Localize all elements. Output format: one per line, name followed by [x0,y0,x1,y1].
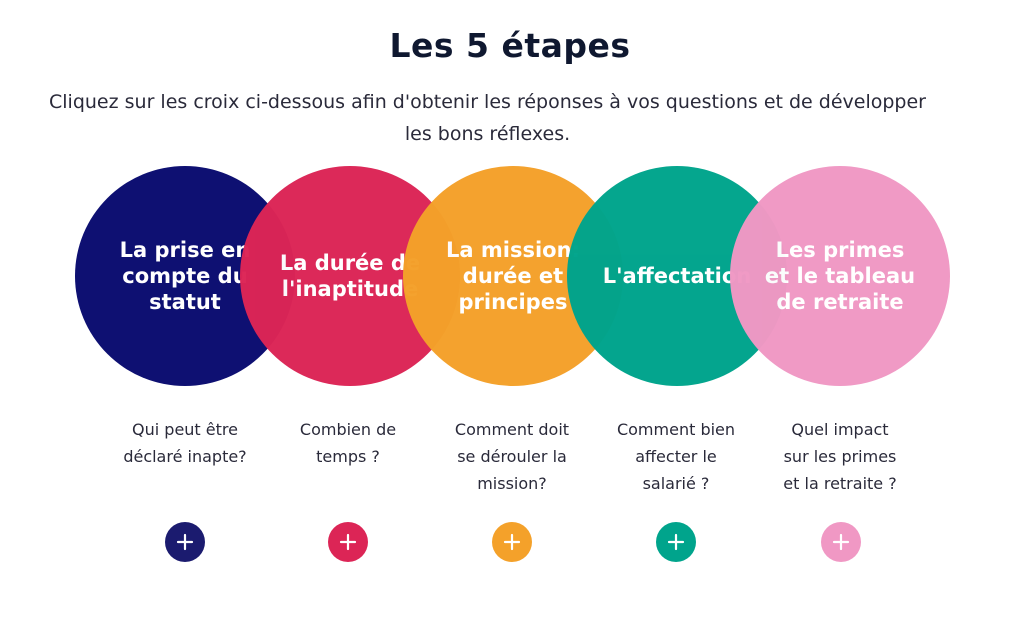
step-question-primes: Quel impact sur les primes et la retrait… [783,420,897,493]
plus-icon [176,533,194,551]
plus-icon [832,533,850,551]
expand-duree-button[interactable] [328,522,368,562]
step-label-affectation: L'affectation [602,264,752,288]
step-question-affectation: Comment bien affecter le salarié ? [616,420,736,493]
plus-icon [503,533,521,551]
expand-affectation-button[interactable] [656,522,696,562]
step-label-statut: La prise en compte du statut [119,238,251,314]
step-label-duree: La durée de l'inaptitude [279,251,420,301]
step-label-primes: Les primes et le tableau de retraite [764,238,916,314]
intro-text: Cliquez sur les croix ci-dessous afin d'… [49,91,926,145]
step-label-mission: La mission: durée et principes [446,238,580,314]
expand-primes-button[interactable] [821,522,861,562]
plus-icon [667,533,685,551]
step-question-statut: Qui peut être déclaré inapte? [123,420,247,466]
step-question-duree: Combien de temps ? [299,420,397,466]
expand-statut-button[interactable] [165,522,205,562]
step-circle-primes: Les primes et le tableau de retraite [730,166,950,386]
step-circle-mission: La mission: durée et principes [403,166,623,386]
expand-mission-button[interactable] [492,522,532,562]
plus-icon [339,533,357,551]
page-title: Les 5 étapes [389,26,631,65]
step-question-mission: Comment doit se dérouler la mission? [454,420,570,493]
